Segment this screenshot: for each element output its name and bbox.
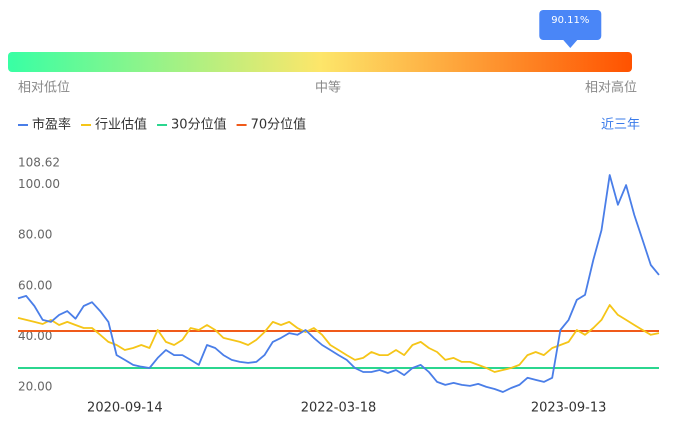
legend-label: 行业估值 xyxy=(95,117,147,133)
range-button[interactable]: 近三年 xyxy=(601,118,640,133)
gauge-low: 相对低位 xyxy=(18,81,70,96)
x-tick-label: 2023-09-13 xyxy=(531,401,607,416)
legend-label: 70分位值 xyxy=(251,117,307,133)
gauge-mid: 中等 xyxy=(315,80,341,96)
y-tick-label: 60.00 xyxy=(18,278,52,292)
x-tick-label: 2022-03-18 xyxy=(301,401,377,416)
gauge-bar xyxy=(8,52,632,72)
legend-label: 30分位值 xyxy=(171,117,227,133)
y-tick-label: 108.62 xyxy=(18,155,60,169)
y-tick-label: 40.00 xyxy=(18,329,52,343)
gauge-high: 相对高位 xyxy=(585,80,637,96)
y-tick-label: 100.00 xyxy=(18,177,60,191)
legend-label: 市盈率 xyxy=(32,117,71,133)
marker-pointer xyxy=(563,40,578,48)
marker-tooltip xyxy=(539,10,602,40)
series-line xyxy=(17,304,660,373)
marker-label: 90.11% xyxy=(551,15,589,26)
y-tick-label: 80.00 xyxy=(18,228,52,242)
series-line xyxy=(17,174,660,393)
x-tick-label: 2020-09-14 xyxy=(87,401,163,416)
y-tick-label: 20.00 xyxy=(18,379,52,393)
